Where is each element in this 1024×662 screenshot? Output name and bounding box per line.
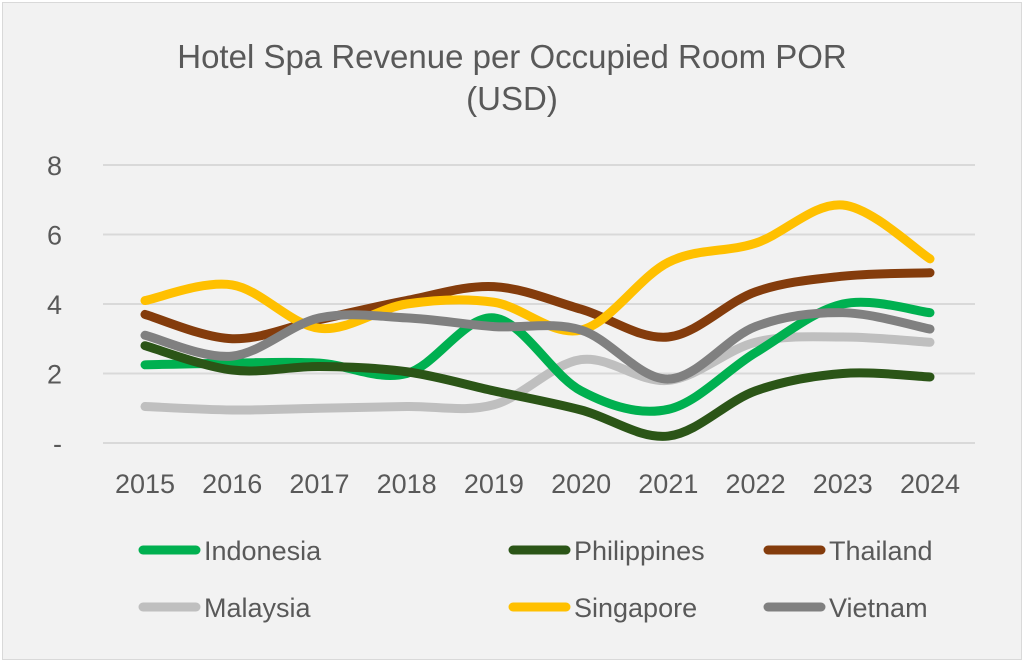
- legend-label: Philippines: [574, 536, 705, 566]
- x-tick-label: 2023: [813, 469, 873, 499]
- x-tick-label: 2019: [464, 469, 524, 499]
- legend-label: Vietnam: [829, 593, 928, 623]
- legend-item-philippines[interactable]: Philippines: [508, 536, 705, 566]
- y-tick-label: 4: [47, 290, 62, 320]
- chart-title-line2: (USD): [466, 80, 558, 117]
- y-tick-label: 2: [47, 360, 62, 390]
- y-tick-label: 8: [47, 151, 62, 181]
- legend-item-vietnam[interactable]: Vietnam: [763, 593, 928, 623]
- x-tick-label: 2021: [638, 469, 698, 499]
- series-line-malaysia: [140, 332, 935, 415]
- legend-item-thailand[interactable]: Thailand: [763, 536, 933, 566]
- x-tick-label: 2020: [551, 469, 611, 499]
- series-line-thailand: [140, 268, 935, 344]
- series-lines: [140, 200, 935, 441]
- chart-title: Hotel Spa Revenue per Occupied Room POR …: [3, 36, 1021, 120]
- legend-label: Indonesia: [204, 536, 322, 566]
- legend: Indonesia Philippines Thailand Malaysia Sing…: [138, 536, 933, 623]
- legend-label: Malaysia: [204, 593, 312, 623]
- series-line-indonesia: [140, 297, 935, 416]
- legend-label: Thailand: [829, 536, 933, 566]
- x-tick-label: 2018: [377, 469, 437, 499]
- series-line-vietnam: [140, 308, 935, 384]
- x-axis-ticks: 2015 2016 2017 2018 2019 2020 2021 2022 2023 2024: [115, 469, 960, 499]
- chart-title-line1: Hotel Spa Revenue per Occupied Room POR: [177, 38, 847, 75]
- x-tick-label: 2015: [115, 469, 175, 499]
- x-tick-label: 2022: [726, 469, 786, 499]
- legend-item-singapore[interactable]: Singapore: [508, 593, 697, 623]
- legend-item-indonesia[interactable]: Indonesia: [138, 536, 322, 566]
- x-tick-label: 2024: [900, 469, 960, 499]
- x-tick-label: 2016: [202, 469, 262, 499]
- x-tick-label: 2017: [289, 469, 349, 499]
- y-tick-label: 6: [47, 221, 62, 251]
- series-line-philippines: [140, 341, 935, 441]
- y-axis-ticks: - 2 4 6 8: [47, 151, 62, 459]
- legend-label: Singapore: [574, 593, 697, 623]
- y-tick-label: -: [53, 429, 62, 459]
- legend-item-malaysia[interactable]: Malaysia: [138, 593, 312, 623]
